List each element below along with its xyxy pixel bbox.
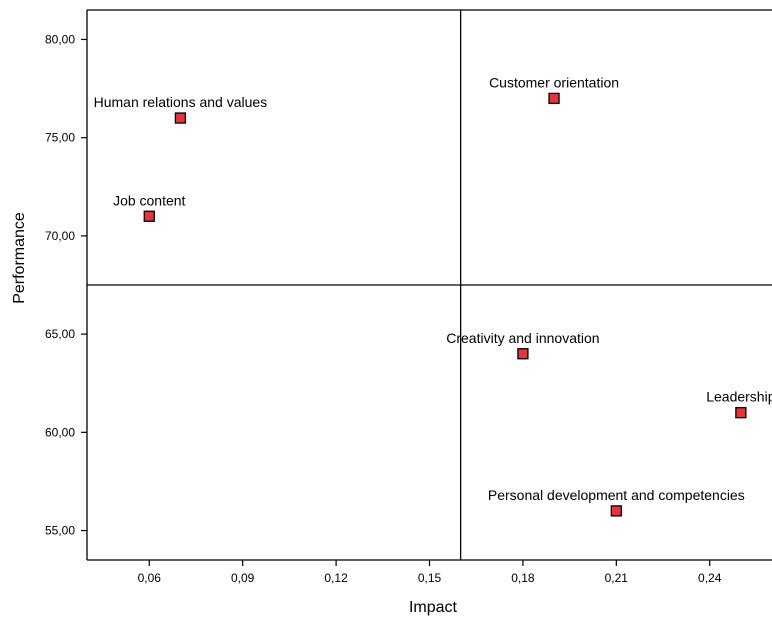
y-tick-label: 80,00: [45, 32, 75, 46]
data-point-label: Human relations and values: [94, 94, 268, 110]
data-point-marker: [548, 92, 560, 105]
y-tick-label: 60,00: [45, 425, 75, 439]
y-tick-label: 55,00: [45, 524, 75, 538]
points-layer: Human relations and values Job content Cus…: [94, 74, 772, 517]
data-point-label: Personal development and competencies: [488, 487, 745, 503]
data-point-marker: [735, 407, 747, 419]
data-point-marker: [610, 505, 622, 517]
data-point-marker: [517, 348, 529, 360]
y-tick-label: 70,00: [45, 229, 75, 243]
y-axis-ticks: 55,00 60,00 65,00 70,00 75,00 80,00: [45, 32, 87, 538]
x-tick-label: 0,09: [231, 571, 255, 585]
data-point-marker: [143, 210, 155, 222]
x-tick-label: 0,21: [605, 571, 629, 585]
x-tick-label: 0,24: [698, 571, 722, 585]
data-point-label: Creativity and innovation: [446, 330, 599, 346]
x-axis-title: Impact: [409, 599, 458, 616]
data-point-label: Job content: [113, 192, 185, 208]
x-tick-label: 0,06: [138, 571, 162, 585]
y-tick-label: 75,00: [45, 131, 75, 145]
data-point-marker: [174, 112, 187, 124]
data-point-label: Customer orientation: [489, 74, 619, 90]
x-tick-label: 0,12: [324, 571, 348, 585]
x-axis-ticks: 0,06 0,09 0,12 0,15 0,18 0,21 0,24: [138, 560, 722, 585]
x-tick-label: 0,15: [418, 571, 442, 585]
x-tick-label: 0,18: [511, 571, 535, 585]
data-point-label: Leadership: [706, 389, 772, 405]
y-axis-title: Performance: [11, 212, 28, 304]
plot-area: Human relations and values Job content Cus…: [87, 10, 772, 560]
y-tick-label: 65,00: [45, 327, 75, 341]
